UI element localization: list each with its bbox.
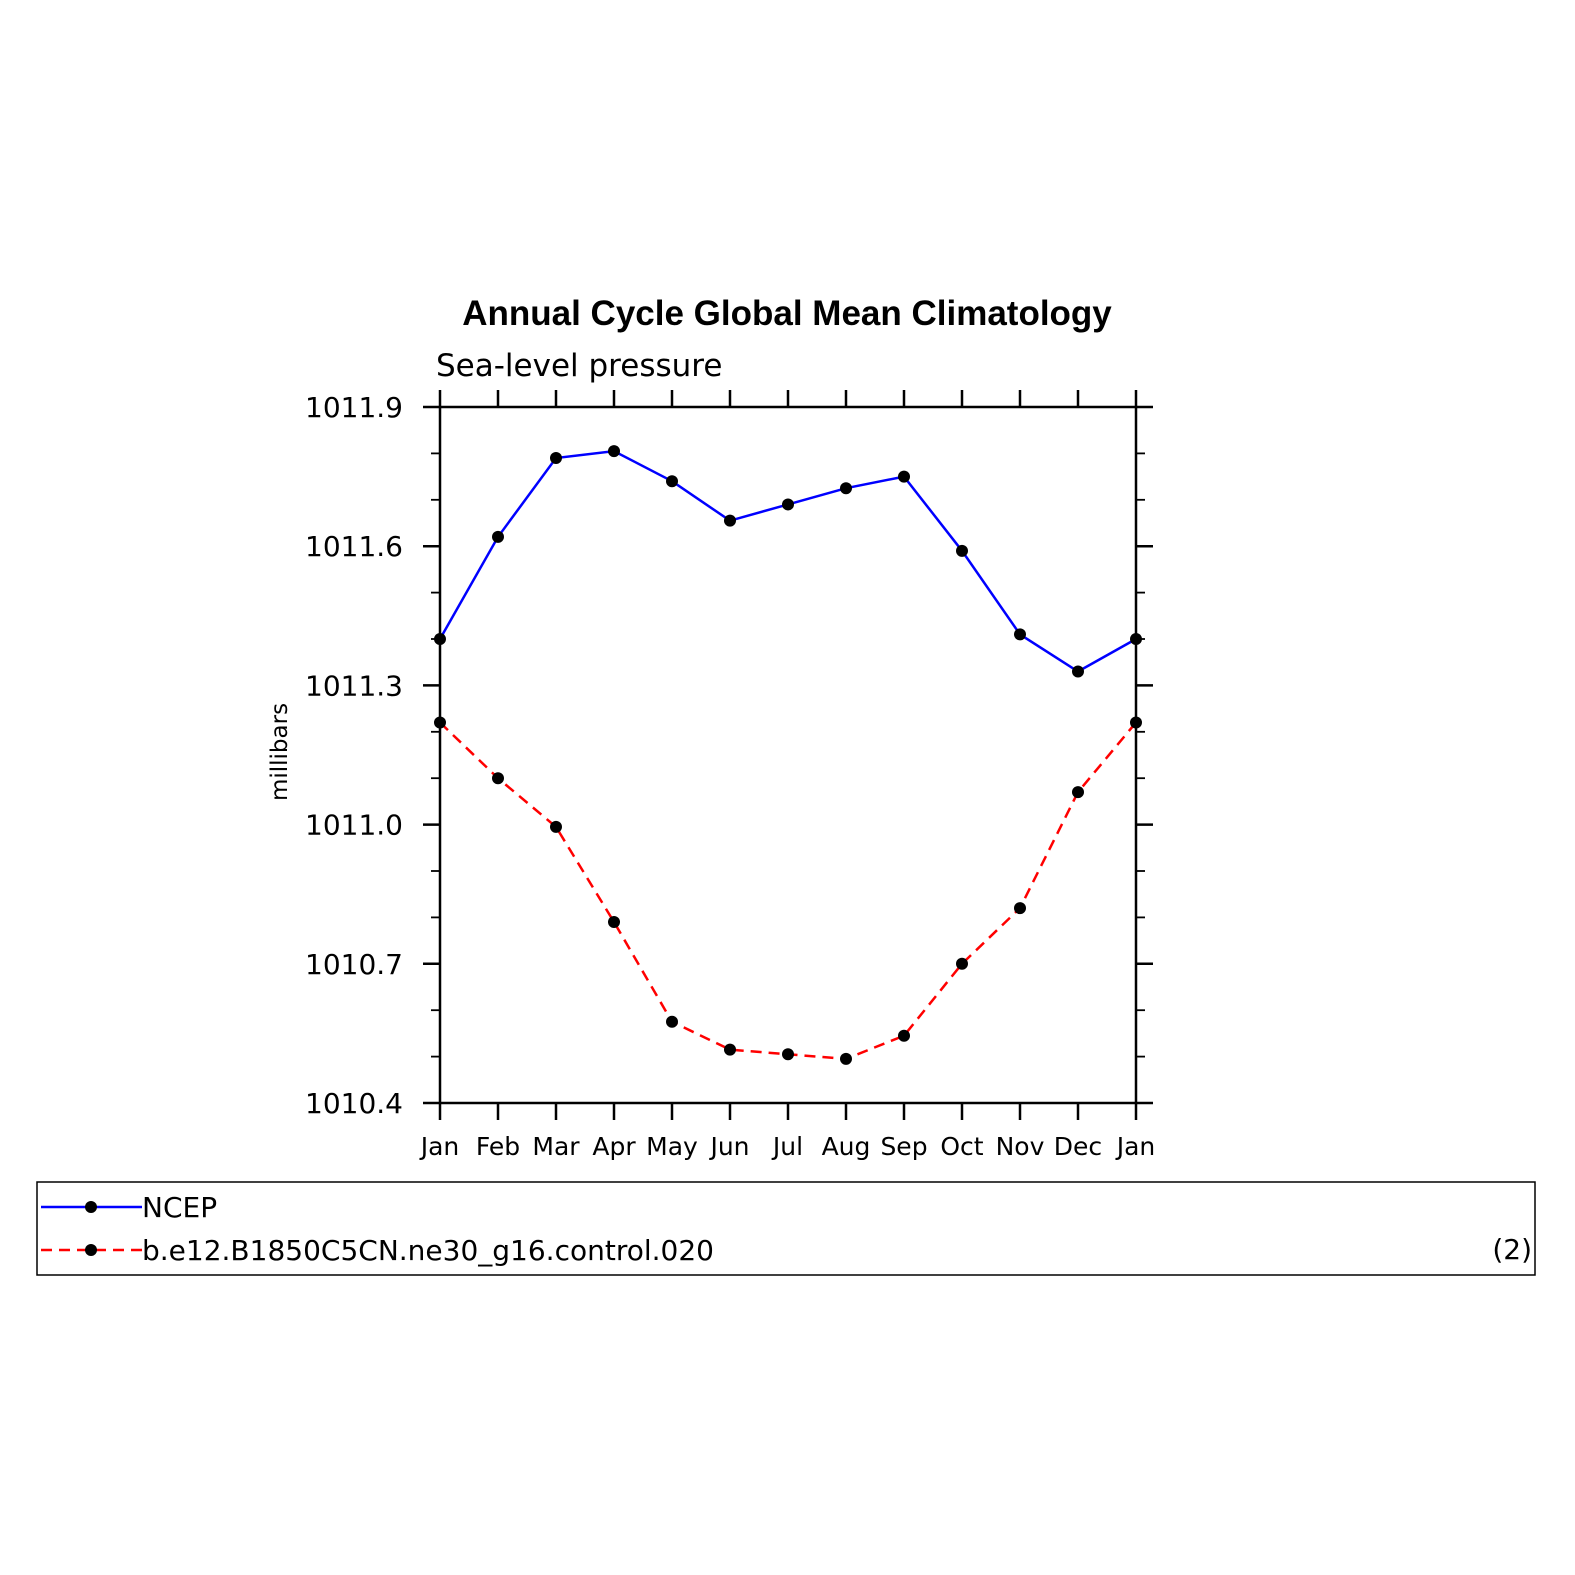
data-point <box>434 716 446 729</box>
data-point <box>898 470 910 483</box>
x-tick-label: May <box>646 1132 698 1161</box>
legend-marker <box>85 1244 97 1256</box>
x-tick-label: Jul <box>771 1132 803 1161</box>
x-tick-label: Feb <box>476 1132 520 1161</box>
data-point <box>782 498 794 511</box>
data-point <box>1130 633 1142 645</box>
x-tick-label: Jan <box>1115 1132 1156 1161</box>
y-tick-label: 1011.0 <box>305 809 403 842</box>
plot-frame <box>438 405 1138 1105</box>
data-point <box>492 772 504 785</box>
data-point <box>724 514 736 527</box>
data-point <box>666 1015 678 1028</box>
data-point <box>1072 786 1084 799</box>
y-tick-label: 1011.9 <box>305 391 403 424</box>
data-point <box>956 544 968 557</box>
x-tick-label: Aug <box>822 1132 871 1161</box>
chart-subtitle: Sea-level pressure <box>436 348 722 384</box>
data-point <box>666 475 678 488</box>
data-point <box>840 482 852 495</box>
data-point <box>1014 628 1026 641</box>
data-point <box>492 530 504 543</box>
x-tick-label: Jan <box>419 1132 460 1161</box>
data-point <box>1072 665 1084 678</box>
plot-axes: Jan Feb Mar Apr May Jun Jul Aug Sep Oct Nov Dec Jan 1… <box>305 390 1155 1161</box>
series-line <box>439 721 1137 1061</box>
x-tick-label: Oct <box>940 1132 983 1161</box>
data-point <box>608 445 620 458</box>
x-tick-label: Nov <box>996 1132 1045 1161</box>
series-layer <box>434 445 1142 1065</box>
y-tick-label: 1010.7 <box>305 948 403 981</box>
data-point <box>550 452 562 465</box>
legend-entry: b.e12.B1850C5CN.ne30_g16.control.020 <box>41 1234 714 1267</box>
x-tick-label: Jun <box>708 1132 749 1161</box>
legend-note: (2) <box>1492 1233 1532 1266</box>
x-tick-label: Sep <box>880 1132 927 1161</box>
data-point <box>550 820 562 833</box>
data-point <box>956 957 968 970</box>
data-point <box>724 1043 736 1056</box>
y-axis-label: millibars <box>267 703 293 801</box>
y-tick-label: 1011.6 <box>305 530 403 563</box>
series-0 <box>434 445 1142 678</box>
data-point <box>434 633 446 645</box>
chart-title: Annual Cycle Global Mean Climatology <box>462 294 1112 333</box>
y-tick-label: 1011.3 <box>305 669 403 702</box>
series-line <box>438 449 1137 673</box>
data-point <box>1014 902 1026 915</box>
data-point <box>840 1052 852 1065</box>
data-point <box>898 1029 910 1042</box>
series-1 <box>434 716 1142 1065</box>
legend-marker <box>85 1201 97 1213</box>
x-tick-label: Mar <box>532 1132 580 1161</box>
data-point <box>782 1048 794 1061</box>
legend-label: NCEP <box>142 1191 217 1224</box>
legend-box <box>36 1181 1536 1276</box>
y-tick-label: 1010.4 <box>305 1087 403 1120</box>
data-point <box>608 916 620 929</box>
x-tick-label: Apr <box>592 1132 636 1161</box>
legend-entry: NCEP <box>41 1191 217 1224</box>
data-point <box>1130 716 1142 729</box>
legend: NCEP b.e12.B1850C5CN.ne30_g16.control.020… <box>36 1181 1536 1276</box>
legend-label: b.e12.B1850C5CN.ne30_g16.control.020 <box>142 1234 714 1267</box>
x-tick-label: Dec <box>1054 1132 1102 1161</box>
